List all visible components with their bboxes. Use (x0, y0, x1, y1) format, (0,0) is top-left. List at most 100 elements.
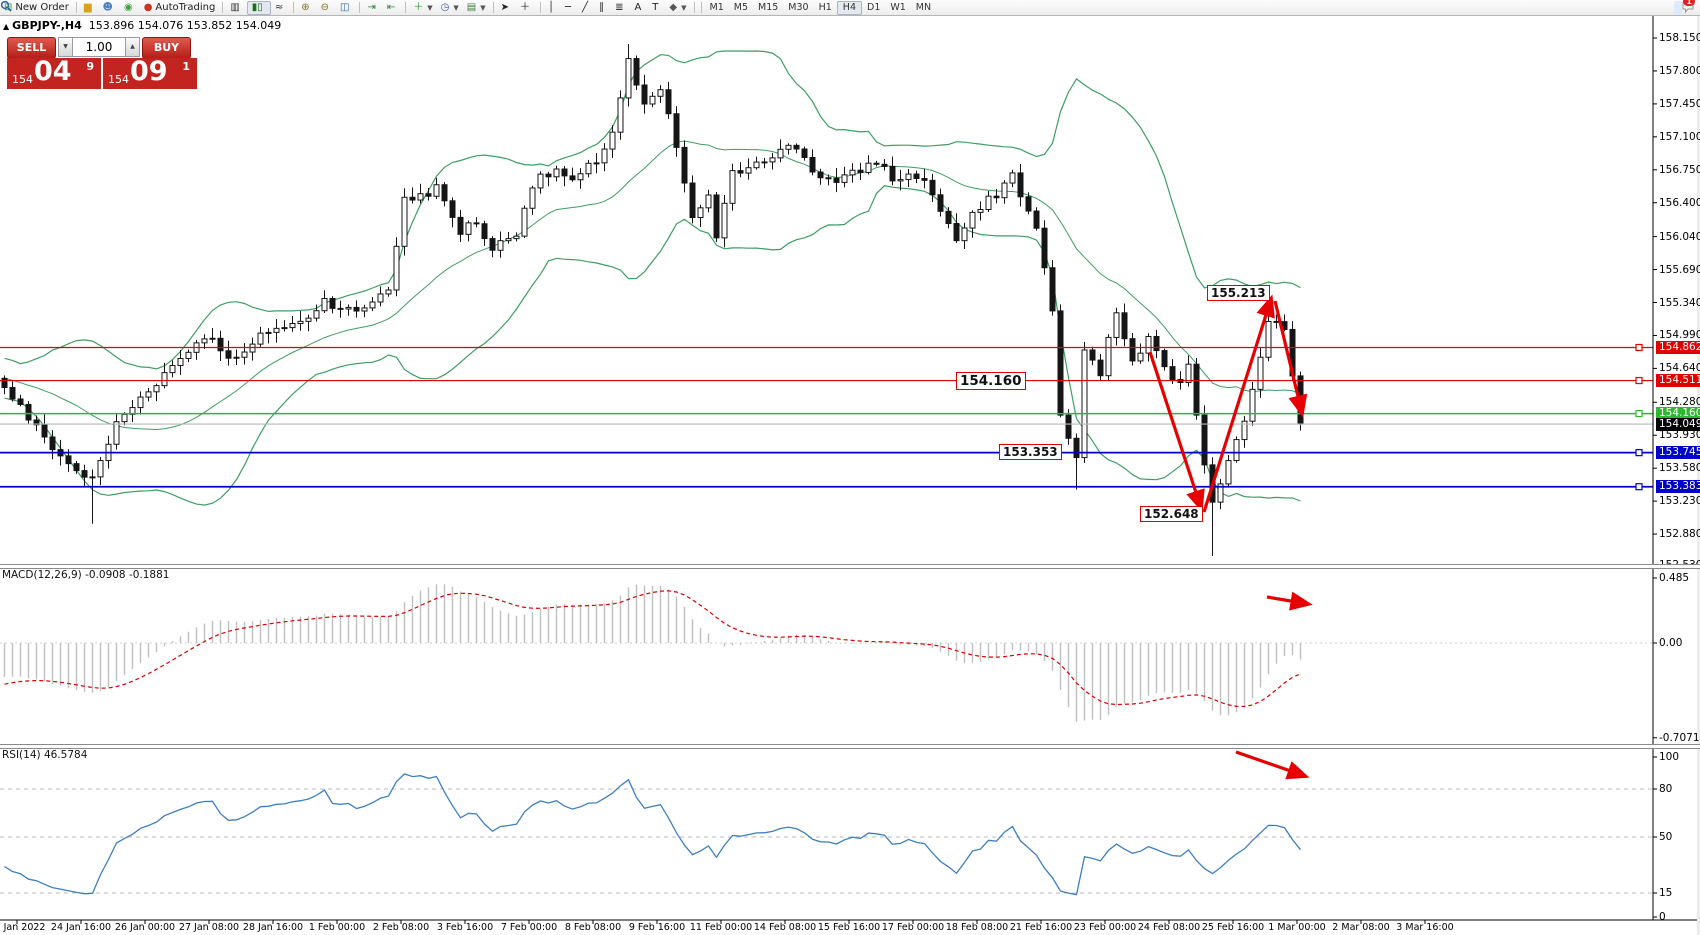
trendline-icon[interactable]: ╱ (582, 2, 589, 13)
toolbar-separator (539, 2, 541, 13)
price-callout-label[interactable]: 152.648 (1140, 506, 1203, 522)
time-axis-label: 3 Mar 16:00 (1396, 922, 1454, 933)
price-callout-label[interactable]: 154.160 (956, 372, 1026, 390)
time-axis-label: 23 Feb 00:00 (1073, 922, 1137, 933)
rsi-axis-tick: 80 (1659, 783, 1673, 795)
timeframe-button-h1[interactable]: H1 (818, 2, 832, 13)
time-axis-label: 3 Feb 16:00 (436, 922, 494, 933)
timeframe-button-m5[interactable]: M5 (733, 2, 748, 13)
autotrading-button[interactable]: ● AutoTrading (143, 2, 216, 13)
crosshair-icon[interactable]: ＋ (519, 2, 530, 13)
time-axis-label: 2 Mar 08:00 (1332, 922, 1390, 933)
chart-shift-icon[interactable]: ⇤ (386, 2, 396, 13)
time-axis-label: 21 Jan 2022 (0, 922, 46, 933)
periods-icon[interactable]: ◷ ▼ (440, 2, 459, 13)
equidistant-channel-icon[interactable]: ∥ (599, 2, 605, 13)
time-axis-label: 26 Jan 00:00 (114, 922, 176, 933)
candlestick-chart-icon[interactable]: ▮▯ (246, 0, 271, 15)
toolbar-separator (700, 2, 702, 13)
time-axis-label: 18 Feb 08:00 (945, 922, 1009, 933)
time-axis-label: 27 Jan 08:00 (178, 922, 240, 933)
price-callout-label[interactable]: 153.353 (999, 444, 1062, 460)
ohlc-values: 153.896 154.076 153.852 154.049 (88, 19, 282, 32)
timeframe-button-w1[interactable]: W1 (890, 2, 906, 13)
level-price-tag: 153.745 (1656, 446, 1700, 460)
time-axis-label: 8 Feb 08:00 (564, 922, 622, 933)
price-axis-tick: 158.150 (1659, 32, 1700, 44)
time-axis-label: 25 Feb 16:00 (1201, 922, 1265, 933)
templates-icon[interactable]: ▤ ▼ (466, 2, 486, 13)
notification-badge: 1 (1683, 0, 1695, 6)
toolbar-separator (492, 2, 494, 13)
price-axis-tick: 157.450 (1659, 97, 1700, 110)
buy-price-panel[interactable]: 154 09 1 (103, 56, 197, 89)
arrows-icon[interactable]: ◆ ▼ (669, 2, 687, 13)
price-axis-tick: 152.880 (1659, 528, 1700, 541)
tile-windows-icon[interactable]: ◫ (339, 2, 350, 13)
zoom-out-icon[interactable]: ⊖ (320, 2, 329, 13)
depth-of-market-icon[interactable]: ▆ (83, 2, 92, 13)
horizontal-line-icon[interactable]: ─ (565, 2, 572, 13)
time-axis-label: 9 Feb 16:00 (628, 922, 686, 933)
indicators-icon[interactable]: ＋ ▼ (413, 2, 433, 13)
profile-icon[interactable]: ☻ (102, 2, 113, 13)
time-axis-label: 28 Jan 16:00 (242, 922, 304, 933)
price-axis-tick: 157.100 (1659, 130, 1700, 143)
price-axis-tick: 153.930 (1659, 429, 1700, 442)
rsi-axis-tick: 50 (1659, 831, 1673, 843)
price-callout-label[interactable]: 155.213 (1207, 285, 1270, 301)
line-chart-icon[interactable]: ≈ (274, 2, 284, 13)
fibonacci-icon[interactable]: ≣ (615, 2, 624, 13)
toolbar-separator (75, 2, 77, 13)
volume-increase-button[interactable]: ▲ (125, 37, 140, 57)
level-price-tag: 154.862 (1656, 340, 1700, 354)
macd-axis-tick: 0.485 (1659, 572, 1690, 584)
time-axis-label: 7 Feb 00:00 (500, 922, 558, 933)
volume-decrease-button[interactable]: ▼ (58, 37, 73, 57)
auto-scroll-icon[interactable]: ⇥ (367, 2, 376, 13)
time-axis-label: 11 Feb 00:00 (689, 922, 753, 933)
rsi-axis-tick: 15 (1659, 887, 1673, 899)
rsi-label: RSI(14) 46.5784 (2, 749, 88, 761)
level-price-tag: 154.511 (1656, 374, 1700, 388)
price-axis-tick: 155.690 (1659, 263, 1700, 276)
volume-input[interactable]: 1.00 (73, 37, 125, 57)
toolbar-separator (222, 2, 224, 13)
price-axis-tick: 153.230 (1659, 495, 1700, 508)
window-edge (1697, 0, 1700, 935)
rsi-axis-tick: 0 (1659, 911, 1666, 923)
level-price-tag: 154.160 (1656, 407, 1700, 421)
timeframe-button-d1[interactable]: D1 (867, 2, 881, 13)
zoom-in-icon[interactable]: ⊕ (301, 2, 310, 13)
rsi-axis-tick: 100 (1659, 751, 1680, 763)
toolbar-separator (293, 2, 295, 13)
macd-pane-separator[interactable] (0, 564, 1700, 569)
one-click-trading-panel: SELL ▼ 1.00 ▲ BUY 154 04 9 154 09 1 (7, 37, 201, 89)
notifications-icon[interactable]: 1 (1682, 0, 1695, 15)
rsi-pane-separator[interactable] (0, 744, 1700, 749)
sell-price-panel[interactable]: 154 04 9 (7, 56, 101, 89)
time-axis-label: 15 Feb 16:00 (817, 922, 881, 933)
timeframe-button-m30[interactable]: M30 (788, 2, 809, 13)
signal-icon[interactable]: ◉ (123, 2, 133, 13)
timeframe-button-m15[interactable]: M15 (758, 2, 779, 13)
search-icon[interactable] (0, 0, 1682, 15)
price-axis-tick: 156.400 (1659, 196, 1700, 209)
text-icon[interactable]: A (634, 2, 642, 13)
vertical-line-icon[interactable]: │ (547, 2, 554, 13)
buy-button[interactable]: BUY (142, 37, 191, 59)
text-label-icon[interactable]: T (652, 2, 659, 13)
timeframe-button-h4[interactable]: H4 (836, 0, 862, 15)
one-click-collapse-icon[interactable]: ▲ (3, 22, 10, 31)
chart-title: ▲ GBPJPY-,H4 153.896 154.076 153.852 154.… (3, 19, 281, 32)
time-axis-label: 17 Feb 00:00 (881, 922, 945, 933)
toolbar-separator (693, 2, 695, 13)
price-axis-tick: 155.340 (1659, 296, 1700, 309)
cursor-icon[interactable]: ➤ (500, 2, 509, 13)
toolbar-separator (405, 2, 407, 13)
bar-chart-icon[interactable]: ▥ (230, 2, 240, 13)
timeframe-button-mn[interactable]: MN (915, 2, 932, 13)
timeframe-button-m1[interactable]: M1 (709, 2, 724, 13)
